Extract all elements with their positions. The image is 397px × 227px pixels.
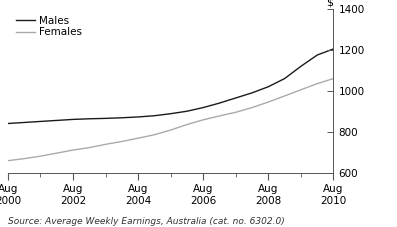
Males (87, 117, 92, 120)
Females (22, 157, 27, 160)
Females (168, 129, 173, 131)
Males (250, 91, 254, 94)
Males (71, 118, 75, 121)
Males (266, 85, 271, 88)
Males (217, 102, 222, 104)
Males (233, 96, 238, 99)
Males (282, 77, 287, 80)
Females (217, 115, 222, 117)
Text: $: $ (326, 0, 333, 7)
Females (152, 133, 157, 136)
Females (299, 88, 303, 91)
Males (38, 120, 43, 123)
Males (103, 117, 108, 120)
Females (38, 155, 43, 158)
Females (315, 82, 320, 85)
Males (331, 47, 336, 50)
Females (233, 111, 238, 114)
Males (299, 65, 303, 68)
Males (185, 110, 189, 113)
Females (6, 159, 10, 162)
Males (201, 106, 206, 109)
Females (54, 152, 59, 154)
Males (54, 119, 59, 122)
Legend: Males, Females: Males, Females (16, 16, 82, 37)
Females (103, 143, 108, 146)
Males (6, 122, 10, 125)
Females (185, 123, 189, 126)
Line: Males: Males (8, 49, 333, 123)
Females (266, 101, 271, 103)
Females (331, 77, 336, 80)
Females (201, 118, 206, 121)
Text: Source: Average Weekly Earnings, Australia (cat. no. 6302.0): Source: Average Weekly Earnings, Austral… (8, 217, 285, 226)
Females (136, 137, 141, 140)
Females (250, 106, 254, 109)
Males (315, 54, 320, 56)
Males (136, 116, 141, 118)
Females (282, 94, 287, 97)
Line: Females: Females (8, 79, 333, 161)
Females (71, 149, 75, 151)
Males (22, 121, 27, 124)
Females (119, 140, 124, 143)
Males (168, 112, 173, 115)
Females (87, 146, 92, 149)
Males (152, 114, 157, 117)
Males (119, 116, 124, 119)
